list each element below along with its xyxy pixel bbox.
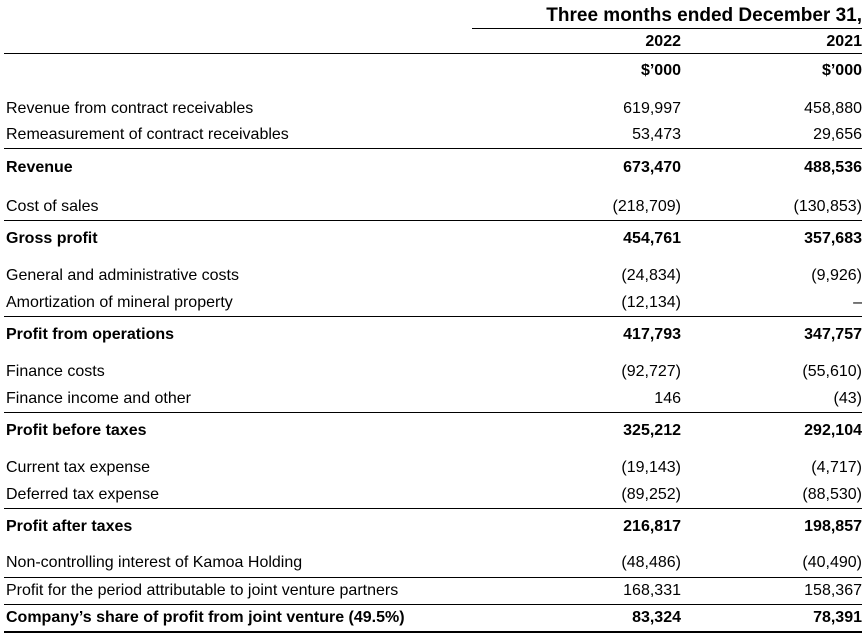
value-2022: 53,473 <box>632 126 681 143</box>
value-2021: (43) <box>833 390 862 407</box>
table-row: Gross profit 454,761 357,683 <box>0 228 868 250</box>
row-label: Company’s share of profit from joint ven… <box>6 609 405 626</box>
row-label: Cost of sales <box>6 198 99 215</box>
value-2021: – <box>853 294 862 311</box>
value-2022: (12,134) <box>621 294 681 311</box>
value-2022: 619,997 <box>623 100 681 117</box>
value-2022: (92,727) <box>621 363 681 380</box>
value-2022: (89,252) <box>621 486 681 503</box>
row-rule <box>4 148 862 149</box>
row-rule <box>4 412 862 413</box>
value-2021: 158,367 <box>804 582 862 599</box>
table-row: General and administrative costs (24,834… <box>0 265 868 287</box>
row-label: Finance income and other <box>6 390 191 407</box>
table-row: Company’s share of profit from joint ven… <box>0 607 868 629</box>
row-rule <box>4 316 862 317</box>
value-2022: (19,143) <box>621 459 681 476</box>
row-label: Finance costs <box>6 363 105 380</box>
value-2021: 488,536 <box>804 159 862 176</box>
row-rule <box>4 604 862 605</box>
value-2021: 292,104 <box>804 422 862 439</box>
value-2021: (40,490) <box>802 554 862 571</box>
row-label: Profit for the period attributable to jo… <box>6 582 399 599</box>
value-2022: 216,817 <box>623 518 681 535</box>
value-2021: (9,926) <box>811 267 862 284</box>
row-label: Profit after taxes <box>6 518 133 535</box>
row-label: Revenue <box>6 159 73 176</box>
row-label: Remeasurement of contract receivables <box>6 126 289 143</box>
table-row: Revenue from contract receivables 619,99… <box>0 98 868 120</box>
row-label: Amortization of mineral property <box>6 294 233 311</box>
value-2022: 454,761 <box>623 230 681 247</box>
row-label: Current tax expense <box>6 459 151 476</box>
table-row: Deferred tax expense (89,252) (88,530) <box>0 484 868 506</box>
value-2021: (88,530) <box>802 486 862 503</box>
year-2021-header: 2021 <box>826 33 862 50</box>
row-label: Revenue from contract receivables <box>6 100 254 117</box>
value-2022: 146 <box>654 390 681 407</box>
value-2021: 198,857 <box>804 518 862 535</box>
value-2022: 168,331 <box>623 582 681 599</box>
value-2021: 357,683 <box>804 230 862 247</box>
table-row: Remeasurement of contract receivables 53… <box>0 124 868 146</box>
row-label: General and administrative costs <box>6 267 239 284</box>
table-row: Current tax expense (19,143) (4,717) <box>0 457 868 479</box>
row-label: Gross profit <box>6 230 98 247</box>
table-row: Profit before taxes 325,212 292,104 <box>0 420 868 442</box>
year-2022-header: 2022 <box>645 33 681 50</box>
header-rule <box>4 53 862 54</box>
row-label: Deferred tax expense <box>6 486 159 503</box>
value-2021: 347,757 <box>804 326 862 343</box>
value-2022: (24,834) <box>621 267 681 284</box>
row-label: Profit before taxes <box>6 422 147 439</box>
value-2021: 458,880 <box>804 100 862 117</box>
value-2022: 417,793 <box>623 326 681 343</box>
value-2022: (48,486) <box>621 554 681 571</box>
value-2021: (130,853) <box>793 198 863 215</box>
table-row: Profit for the period attributable to jo… <box>0 580 868 602</box>
value-2021: 78,391 <box>813 609 862 626</box>
table-row: Cost of sales (218,709) (130,853) <box>0 196 868 218</box>
value-2022: (218,709) <box>612 198 682 215</box>
unit-2022: $’000 <box>640 62 681 79</box>
table-row: Revenue 673,470 488,536 <box>0 157 868 179</box>
value-2021: (4,717) <box>811 459 862 476</box>
table-row: Profit from operations 417,793 347,757 <box>0 324 868 346</box>
bottom-rule <box>4 631 862 633</box>
value-2022: 83,324 <box>632 609 681 626</box>
unit-2021: $’000 <box>821 62 862 79</box>
row-rule <box>4 220 862 221</box>
value-2021: (55,610) <box>802 363 862 380</box>
table-row: Finance income and other 146 (43) <box>0 388 868 410</box>
row-label: Profit from operations <box>6 326 175 343</box>
value-2021: 29,656 <box>813 126 862 143</box>
row-rule <box>4 577 862 578</box>
row-label: Non-controlling interest of Kamoa Holdin… <box>6 554 303 571</box>
row-rule <box>4 508 862 509</box>
table-row: Finance costs (92,727) (55,610) <box>0 361 868 383</box>
table-row: Profit after taxes 216,817 198,857 <box>0 516 868 538</box>
value-2022: 325,212 <box>623 422 681 439</box>
period-heading: Three months ended December 31, <box>472 4 862 29</box>
value-2022: 673,470 <box>623 159 681 176</box>
table-row: Non-controlling interest of Kamoa Holdin… <box>0 552 868 574</box>
table-row: Amortization of mineral property (12,134… <box>0 292 868 314</box>
